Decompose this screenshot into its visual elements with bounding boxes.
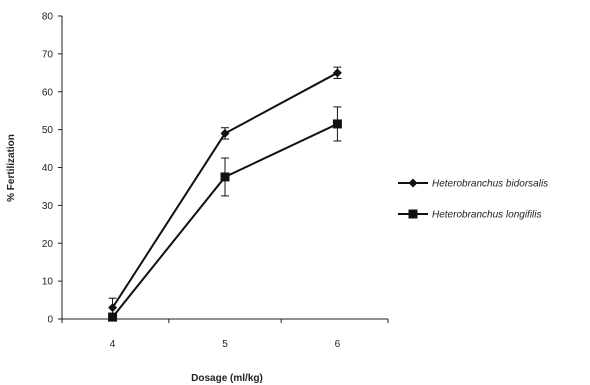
data-point xyxy=(108,312,118,322)
legend-label: Heterobranchus longifilis xyxy=(432,210,542,221)
legend: Heterobranchus bidorsalis Heterobranchus … xyxy=(398,178,548,221)
y-tick-label: 70 xyxy=(42,49,54,60)
legend-marker xyxy=(408,209,418,219)
y-tick-label: 30 xyxy=(42,201,54,212)
series-line xyxy=(111,123,338,318)
x-tick-label: 5 xyxy=(222,339,228,350)
data-point xyxy=(332,68,342,78)
x-tick-label: 4 xyxy=(110,339,116,350)
data-point xyxy=(220,172,230,182)
y-axis-ticks: 0 10 20 30 40 50 60 70 80 xyxy=(42,12,62,326)
data-point xyxy=(220,128,230,138)
x-axis-title: Dosage (ml/kg) xyxy=(191,373,263,384)
y-tick-label: 50 xyxy=(42,125,54,136)
series-bidorsalis xyxy=(108,66,342,318)
y-tick-label: 20 xyxy=(42,239,54,250)
data-point xyxy=(332,119,342,129)
y-tick-label: 10 xyxy=(42,277,54,288)
y-tick-label: 40 xyxy=(42,163,54,174)
y-tick-label: 80 xyxy=(42,12,54,23)
y-tick-label: 60 xyxy=(42,87,54,98)
y-tick-label: 0 xyxy=(47,315,53,326)
x-tick-label: 6 xyxy=(335,339,341,350)
legend-label: Heterobranchus bidorsalis xyxy=(432,179,548,190)
series-longifilis xyxy=(108,106,342,322)
series-layer xyxy=(108,66,342,322)
y-axis-title: % Fertilization xyxy=(6,134,17,202)
data-point xyxy=(108,303,118,313)
legend-marker xyxy=(408,178,418,188)
x-axis-ticks: 4 5 6 xyxy=(61,319,389,350)
